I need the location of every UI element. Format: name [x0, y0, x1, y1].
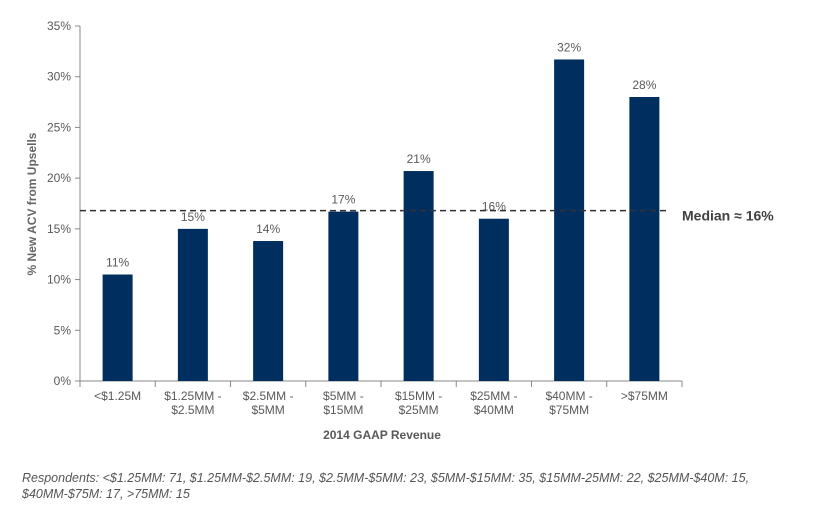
- bar: [629, 97, 660, 381]
- median-annotation: Median ≈ 16%: [80, 208, 774, 224]
- bar-data-label: 28%: [632, 78, 656, 92]
- bar-data-label: 14%: [256, 222, 280, 236]
- bar: [554, 59, 585, 381]
- bar-data-label: 17%: [331, 193, 355, 207]
- bar: [328, 211, 359, 381]
- bar-data-label: 21%: [407, 152, 431, 166]
- x-tick-label: >$75MM: [621, 389, 668, 403]
- x-tick-label: <$1.25M: [94, 389, 141, 403]
- bar-data-label: 32%: [557, 40, 581, 54]
- bar: [403, 171, 434, 381]
- bar-chart: 0% 5% 10% 15% 20% 25% 30% 35% <$1.25M $1.25MM -$…: [25, 19, 774, 442]
- bar-data-label: 16%: [482, 200, 506, 214]
- bar: [253, 241, 284, 381]
- y-tick-label: 15%: [47, 222, 71, 236]
- y-tick-label: 30%: [47, 70, 71, 84]
- x-tick-label: $2.5MM -$5MM: [243, 389, 294, 417]
- x-axis: <$1.25M $1.25MM -$2.5MM $2.5MM -$5MM $5MM -…: [79, 380, 683, 417]
- y-axis: 0% 5% 10% 15% 20% 25% 30% 35%: [47, 19, 81, 388]
- respondents-footnote: Respondents: <$1.25MM: 71, $1.25MM-$2.5M…: [22, 471, 750, 501]
- y-axis-title: % New ACV from Upsells: [25, 132, 39, 275]
- x-tick-label: $5MM -$15MM: [323, 389, 364, 417]
- y-tick-label: 35%: [47, 19, 71, 33]
- bar: [177, 228, 208, 381]
- bar: [102, 274, 133, 381]
- bar-data-label: 11%: [106, 256, 129, 270]
- x-tick-label: $40MM -$75MM: [545, 389, 592, 417]
- x-tick-label: $25MM -$40MM: [470, 389, 517, 417]
- bar-data-label: 15%: [181, 210, 205, 224]
- median-label: Median ≈ 16%: [682, 208, 774, 224]
- bar: [478, 218, 509, 381]
- y-tick-label: 0%: [54, 374, 72, 388]
- x-axis-title: 2014 GAAP Revenue: [323, 428, 441, 442]
- data-labels: 11% 15% 14% 17% 21% 16% 32% 28%: [106, 40, 657, 269]
- x-tick-label: $1.25MM -$2.5MM: [164, 389, 221, 417]
- bars: [102, 59, 660, 381]
- y-tick-label: 10%: [47, 273, 71, 287]
- y-tick-label: 5%: [54, 323, 72, 337]
- y-tick-label: 20%: [47, 171, 71, 185]
- x-tick-label: $15MM -$25MM: [395, 389, 442, 417]
- y-tick-label: 25%: [47, 120, 71, 134]
